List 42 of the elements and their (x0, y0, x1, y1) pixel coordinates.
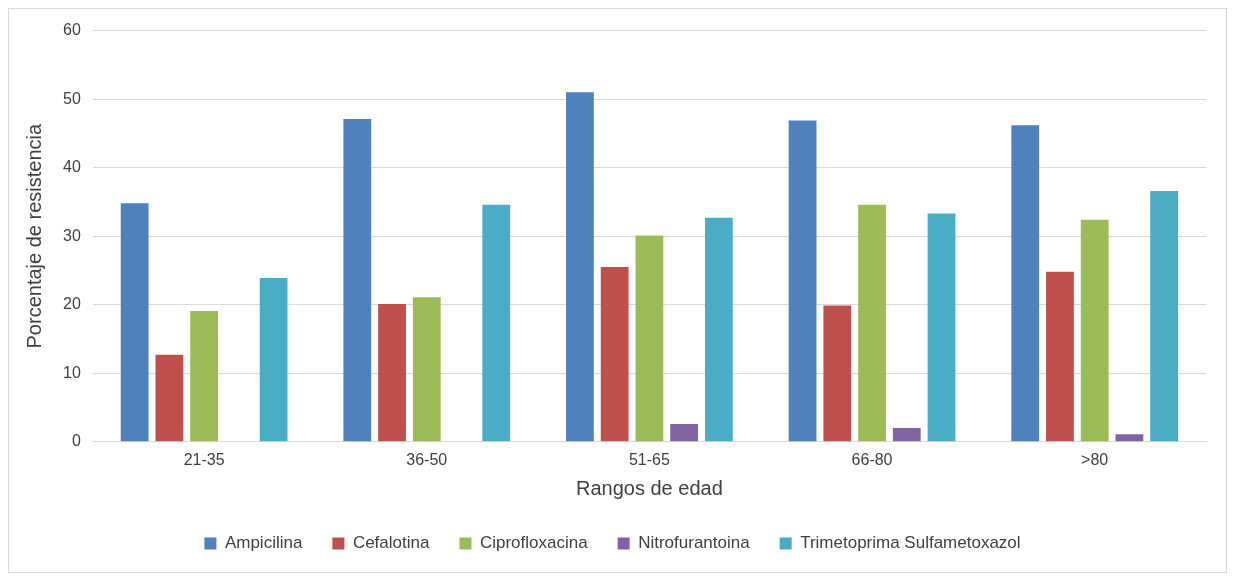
bar (1115, 434, 1144, 442)
y-tick-label: 40 (63, 158, 81, 176)
bar (120, 203, 149, 442)
x-tick-label: >80 (1081, 450, 1109, 468)
x-axis-title: Rangos de edad (576, 476, 723, 499)
bar (858, 204, 886, 442)
bar (482, 204, 511, 442)
y-tick-label: 30 (63, 226, 81, 244)
bar (1080, 219, 1109, 442)
x-tick-label: 36-50 (406, 450, 448, 468)
bar (600, 267, 629, 442)
x-tick-label: 21-35 (183, 450, 225, 468)
bar (343, 119, 372, 442)
bar (704, 217, 733, 442)
bar (412, 297, 441, 442)
legend-label: Trimetoprima Sulfametoxazol (800, 533, 1021, 553)
bar (927, 213, 956, 442)
bar (259, 278, 288, 442)
bar (155, 354, 184, 442)
legend-label: Ampicilina (224, 533, 303, 553)
bar (892, 428, 921, 442)
bar (566, 92, 594, 442)
bar (190, 310, 219, 442)
bar (823, 305, 852, 442)
x-tick-label: 66-80 (851, 450, 893, 468)
bar (788, 120, 817, 442)
bar (1011, 125, 1040, 442)
bar (1150, 190, 1179, 442)
legend-label: Ciprofloxacina (479, 533, 589, 553)
x-tick-label: 51-65 (628, 450, 670, 468)
y-tick-label: 60 (63, 21, 81, 39)
bar (670, 423, 699, 442)
y-axis-title: Porcentaje de resistencia (22, 123, 45, 349)
y-tick-label: 50 (63, 89, 81, 107)
y-tick-label: 20 (63, 295, 81, 313)
legend-label: Nitrofurantoina (638, 533, 751, 553)
y-tick-label: 0 (71, 432, 81, 450)
bar (378, 304, 406, 442)
legend-label: Cefalotina (352, 533, 430, 553)
y-tick-label: 10 (63, 363, 81, 381)
bar (635, 235, 664, 442)
bar (1046, 271, 1074, 442)
